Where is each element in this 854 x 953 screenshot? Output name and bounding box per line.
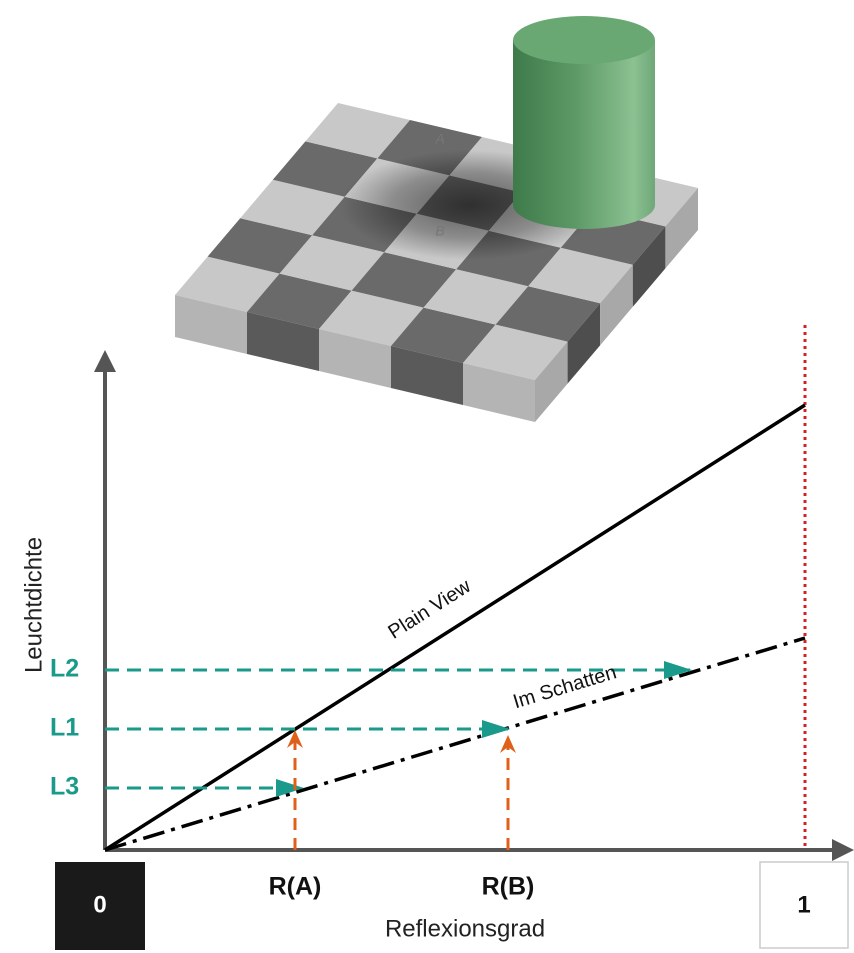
cylinder-top <box>513 16 655 64</box>
tile-label: B <box>435 223 444 239</box>
y-axis-arrow <box>94 350 116 372</box>
x-axis-label: Reflexionsgrad <box>385 915 545 942</box>
page: A B Plain View Im Schatten Leuchtdichte … <box>0 0 854 953</box>
illustration: A B Plain View Im Schatten Leuchtdichte … <box>0 0 854 953</box>
level-label: L2 <box>50 655 79 683</box>
shadow-line <box>105 638 805 850</box>
cylinder-body <box>513 40 655 205</box>
scale-min: 0 <box>93 891 106 918</box>
level-label: L3 <box>50 773 79 801</box>
y-axis-label: Leuchtdichte <box>20 537 47 673</box>
reflectance-label: R(B) <box>482 873 535 901</box>
scale-max: 1 <box>797 891 810 918</box>
reflectance-arrow <box>500 735 516 753</box>
level-label: L1 <box>50 714 79 742</box>
cylinder-base <box>513 181 655 229</box>
plain-view-line <box>105 405 805 850</box>
tile-label: A <box>434 131 444 147</box>
cylinder <box>513 16 655 229</box>
x-axis-arrow <box>832 839 854 861</box>
line-label: Plain View <box>384 575 475 644</box>
reflectance-label: R(A) <box>269 873 322 901</box>
